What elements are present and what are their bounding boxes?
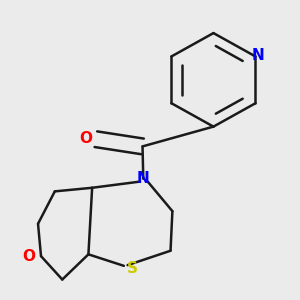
Text: O: O	[22, 249, 36, 264]
Text: O: O	[79, 131, 92, 146]
Text: N: N	[137, 171, 150, 186]
Text: S: S	[127, 261, 138, 276]
Text: N: N	[252, 47, 265, 62]
